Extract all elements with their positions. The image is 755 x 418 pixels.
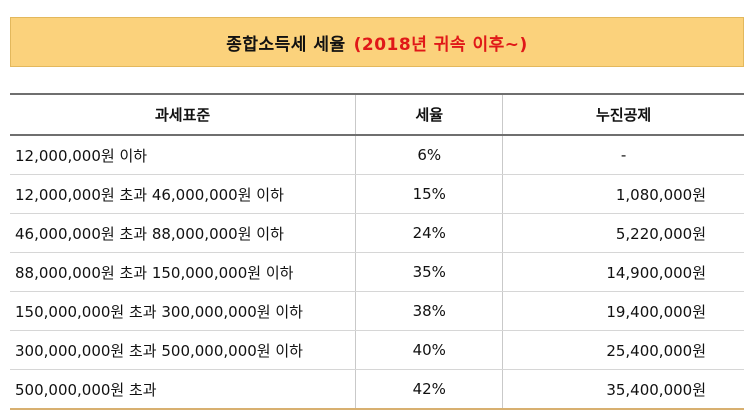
cell-deduction: 5,220,000원 <box>502 213 744 253</box>
table-row: 12,000,000원 이하 6% - <box>10 135 744 175</box>
table-row: 150,000,000원 초과 300,000,000원 이하 38% 19,4… <box>10 291 744 331</box>
cell-tax-rate: 42% <box>355 369 504 410</box>
header-tax-rate: 세율 <box>355 93 504 136</box>
page-subtitle: (2018년 귀속 이후~) <box>353 34 528 55</box>
cell-deduction: 14,900,000원 <box>502 252 744 292</box>
table-header-row: 과세표준 세율 누진공제 <box>10 93 744 136</box>
table-row: 500,000,000원 초과 42% 35,400,000원 <box>10 369 744 410</box>
cell-tax-rate: 6% <box>355 135 504 175</box>
table-row: 88,000,000원 초과 150,000,000원 이하 35% 14,90… <box>10 252 744 292</box>
table-row: 300,000,000원 초과 500,000,000원 이하 40% 25,4… <box>10 330 744 370</box>
title-banner: 종합소득세 세율 (2018년 귀속 이후~) <box>10 17 744 67</box>
cell-tax-rate: 15% <box>355 174 504 214</box>
tax-rate-table: 과세표준 세율 누진공제 12,000,000원 이하 6% - 12,000,… <box>10 93 744 410</box>
table-row: 46,000,000원 초과 88,000,000원 이하 24% 5,220,… <box>10 213 744 253</box>
cell-tax-base: 88,000,000원 초과 150,000,000원 이하 <box>10 252 357 292</box>
cell-tax-base: 46,000,000원 초과 88,000,000원 이하 <box>10 213 357 253</box>
cell-tax-rate: 38% <box>355 291 504 331</box>
cell-deduction: - <box>502 135 744 175</box>
cell-deduction: 35,400,000원 <box>502 369 744 410</box>
cell-deduction: 25,400,000원 <box>502 330 744 370</box>
cell-tax-base: 500,000,000원 초과 <box>10 369 357 410</box>
header-deduction: 누진공제 <box>502 93 744 136</box>
cell-deduction: 19,400,000원 <box>502 291 744 331</box>
cell-tax-base: 300,000,000원 초과 500,000,000원 이하 <box>10 330 357 370</box>
cell-deduction: 1,080,000원 <box>502 174 744 214</box>
cell-tax-base: 12,000,000원 초과 46,000,000원 이하 <box>10 174 357 214</box>
cell-tax-rate: 24% <box>355 213 504 253</box>
table-row: 12,000,000원 초과 46,000,000원 이하 15% 1,080,… <box>10 174 744 214</box>
cell-tax-rate: 35% <box>355 252 504 292</box>
header-tax-base: 과세표준 <box>10 93 357 136</box>
cell-tax-base: 12,000,000원 이하 <box>10 135 357 175</box>
cell-tax-base: 150,000,000원 초과 300,000,000원 이하 <box>10 291 357 331</box>
cell-tax-rate: 40% <box>355 330 504 370</box>
page-title: 종합소득세 세율 <box>226 34 346 55</box>
